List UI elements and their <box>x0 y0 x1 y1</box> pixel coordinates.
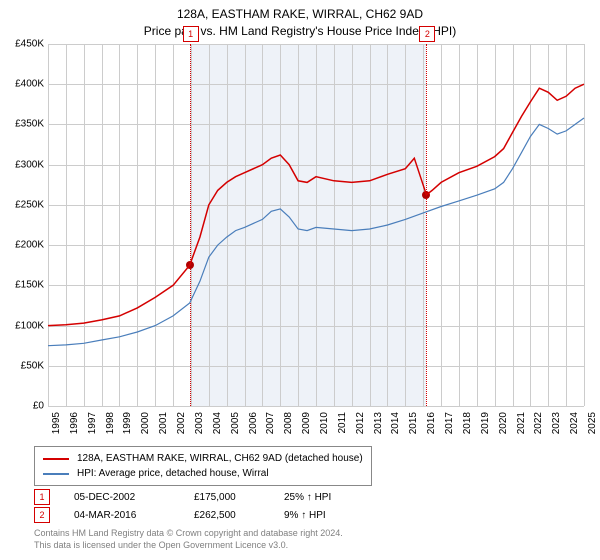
legend-swatch <box>43 458 69 460</box>
legend-label: 128A, EASTHAM RAKE, WIRRAL, CH62 9AD (de… <box>77 451 363 466</box>
x-axis-label: 2021 <box>516 412 527 442</box>
grid-line <box>584 44 585 406</box>
sale-marker-box: 2 <box>419 26 435 42</box>
x-axis-label: 2005 <box>230 412 241 442</box>
x-axis-label: 2018 <box>462 412 473 442</box>
sale-price: £262,500 <box>194 510 284 521</box>
x-axis-label: 1996 <box>69 412 80 442</box>
chart-plot-area: £0£50K£100K£150K£200K£250K£300K£350K£400… <box>48 44 584 406</box>
x-axis-label: 2013 <box>373 412 384 442</box>
y-axis-label: £0 <box>0 401 44 412</box>
x-axis-label: 2025 <box>587 412 598 442</box>
x-axis-label: 2012 <box>355 412 366 442</box>
x-axis-label: 2024 <box>569 412 580 442</box>
y-axis-label: £450K <box>0 39 44 50</box>
sale-row: 1 05-DEC-2002£175,00025% ↑ HPI <box>34 488 364 506</box>
x-axis-label: 2009 <box>301 412 312 442</box>
x-axis-label: 2004 <box>212 412 223 442</box>
x-axis-label: 2010 <box>319 412 330 442</box>
x-axis-label: 2014 <box>390 412 401 442</box>
sale-row: 2 04-MAR-2016£262,5009% ↑ HPI <box>34 506 364 524</box>
title-line2: Price paid vs. HM Land Registry's House … <box>0 23 600 40</box>
x-axis-label: 2016 <box>426 412 437 442</box>
legend-item: HPI: Average price, detached house, Wirr… <box>43 466 363 481</box>
title-line1: 128A, EASTHAM RAKE, WIRRAL, CH62 9AD <box>0 6 600 23</box>
sale-index-box: 2 <box>34 507 50 523</box>
x-axis-label: 1995 <box>51 412 62 442</box>
x-axis-label: 2001 <box>158 412 169 442</box>
y-axis-label: £150K <box>0 280 44 291</box>
x-axis-label: 2015 <box>408 412 419 442</box>
sale-index-box: 1 <box>34 489 50 505</box>
x-axis-label: 2017 <box>444 412 455 442</box>
sale-pct: 25% ↑ HPI <box>284 492 364 503</box>
y-axis-label: £400K <box>0 79 44 90</box>
x-axis-label: 2006 <box>248 412 259 442</box>
sale-marker-box: 1 <box>183 26 199 42</box>
chart-legend: 128A, EASTHAM RAKE, WIRRAL, CH62 9AD (de… <box>34 446 372 486</box>
chart-title: 128A, EASTHAM RAKE, WIRRAL, CH62 9AD Pri… <box>0 0 600 40</box>
sales-table: 1 05-DEC-2002£175,00025% ↑ HPI 2 04-MAR-201… <box>34 488 364 524</box>
legend-item: 128A, EASTHAM RAKE, WIRRAL, CH62 9AD (de… <box>43 451 363 466</box>
sale-date: 05-DEC-2002 <box>74 492 194 503</box>
x-axis-label: 2008 <box>283 412 294 442</box>
y-axis-label: £300K <box>0 159 44 170</box>
y-axis-label: £100K <box>0 320 44 331</box>
y-axis-label: £50K <box>0 360 44 371</box>
x-axis-label: 2022 <box>533 412 544 442</box>
x-axis-label: 2011 <box>337 412 348 442</box>
y-axis-label: £350K <box>0 119 44 130</box>
footer-line2: This data is licensed under the Open Gov… <box>34 540 343 552</box>
sale-date: 04-MAR-2016 <box>74 510 194 521</box>
y-axis-label: £250K <box>0 199 44 210</box>
x-axis-label: 1998 <box>105 412 116 442</box>
y-axis-label: £200K <box>0 240 44 251</box>
x-axis-label: 2007 <box>265 412 276 442</box>
x-axis-label: 2002 <box>176 412 187 442</box>
x-axis-label: 2020 <box>498 412 509 442</box>
legend-swatch <box>43 473 69 475</box>
x-axis-label: 1999 <box>122 412 133 442</box>
x-axis-label: 1997 <box>87 412 98 442</box>
sale-pct: 9% ↑ HPI <box>284 510 364 521</box>
x-axis-label: 2019 <box>480 412 491 442</box>
footer-attribution: Contains HM Land Registry data © Crown c… <box>34 528 343 551</box>
legend-label: HPI: Average price, detached house, Wirr… <box>77 466 269 481</box>
x-axis-label: 2023 <box>551 412 562 442</box>
series-price_paid <box>48 84 584 325</box>
grid-line <box>48 406 584 407</box>
footer-line1: Contains HM Land Registry data © Crown c… <box>34 528 343 540</box>
x-axis-label: 2003 <box>194 412 205 442</box>
sale-price: £175,000 <box>194 492 284 503</box>
x-axis-label: 2000 <box>140 412 151 442</box>
